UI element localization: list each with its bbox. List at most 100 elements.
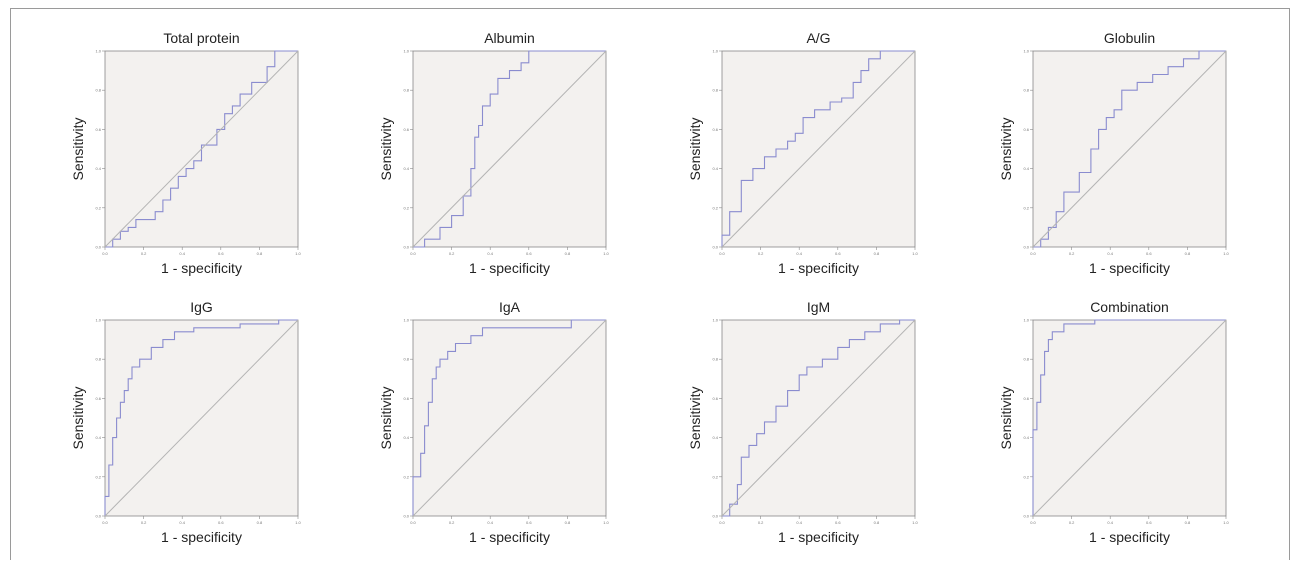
panel-4-x-tick-label: 0.4 xyxy=(1107,251,1113,256)
panel-1-y-tick-label: 1.0 xyxy=(95,49,101,54)
panel-8-roc-curve xyxy=(1032,319,1226,516)
panel-6-x-tick-label: 1.0 xyxy=(603,520,609,525)
panel-5-reference-line xyxy=(104,319,299,517)
panel-8-x-axis-label: 1 - specificity xyxy=(1089,529,1170,545)
panel-7-x-tick-label: 0.8 xyxy=(874,520,880,525)
panel-8-reference-line xyxy=(1032,319,1227,517)
panel-1-x-tick-label: 0.6 xyxy=(218,251,224,256)
panel-6-y-tick-label: 0.0 xyxy=(403,514,409,519)
panel-8-y-tick-label: 0.4 xyxy=(1023,435,1029,440)
panel-2-y-axis-label: Sensitivity xyxy=(378,117,394,180)
panel-3-x-tick-label: 0.6 xyxy=(835,251,841,256)
panel-7-reference-line xyxy=(721,319,916,517)
panel-4-x-tick-label: 0.6 xyxy=(1146,251,1152,256)
panel-5-y-tick-label: 0.8 xyxy=(95,357,101,362)
panel-2-x-tick-label: 0.4 xyxy=(487,251,493,256)
panel-2-x-tick-label: 0.6 xyxy=(526,251,532,256)
panel-5-y-tick-label: 0.2 xyxy=(95,474,101,479)
panel-6-x-tick-label: 0.0 xyxy=(410,520,416,525)
panel-8-y-tick-label: 0.0 xyxy=(1023,514,1029,519)
panel-5-x-tick-label: 0.0 xyxy=(102,520,108,525)
panel-4-x-tick-label: 0.0 xyxy=(1030,251,1036,256)
panel-7-y-tick-label: 0.4 xyxy=(712,435,718,440)
panel-1-x-tick-label: 1.0 xyxy=(295,251,301,256)
panel-3-x-tick-label: 0.2 xyxy=(758,251,764,256)
panel-2-y-tick-label: 0.8 xyxy=(403,88,409,93)
panel-4-y-tick-label: 0.4 xyxy=(1023,166,1029,171)
panel-3-x-tick-label: 0.4 xyxy=(796,251,802,256)
panel-5-x-axis-label: 1 - specificity xyxy=(161,529,242,545)
panel-5-x-tick-label: 0.8 xyxy=(257,520,263,525)
panel-6-x-axis-label: 1 - specificity xyxy=(469,529,550,545)
panel-1-x-tick-label: 0.0 xyxy=(102,251,108,256)
panel-8-x-tick-label: 0.0 xyxy=(1030,520,1036,525)
panel-3-y-tick-label: 0.8 xyxy=(712,88,718,93)
panel-3-x-tick-label: 0.0 xyxy=(719,251,725,256)
panel-1-reference-line xyxy=(104,50,299,248)
roc-figure: 0.0 0.0 0.2 0.2 0.4 0.4 0.6 0.6 0.8 0.8 1.0 1.0 Tota… xyxy=(10,8,1290,560)
panel-2-x-tick-label: 1.0 xyxy=(603,251,609,256)
panel-2-y-tick-label: 0.2 xyxy=(403,205,409,210)
panel-8-y-tick-label: 0.8 xyxy=(1023,357,1029,362)
panel-5-x-tick-label: 0.6 xyxy=(218,520,224,525)
panel-1-y-tick-label: 0.8 xyxy=(95,88,101,93)
panel-8-title: Combination xyxy=(1090,299,1169,315)
panel-4-reference-line xyxy=(1032,50,1227,248)
panel-1-x-tick-label: 0.4 xyxy=(179,251,185,256)
panel-4-roc-curve xyxy=(1033,50,1226,248)
panel-5-x-tick-label: 1.0 xyxy=(295,520,301,525)
panel-8-x-tick-label: 0.4 xyxy=(1107,520,1113,525)
panel-1-roc-curve xyxy=(105,50,298,248)
panel-2-y-tick-label: 1.0 xyxy=(403,49,409,54)
panel-6-x-tick-label: 0.8 xyxy=(565,520,571,525)
panel-7-y-tick-label: 0.0 xyxy=(712,514,718,519)
panel-6-x-tick-label: 0.4 xyxy=(487,520,493,525)
panel-3-y-tick-label: 0.6 xyxy=(712,127,718,132)
panel-2-y-tick-label: 0.0 xyxy=(403,245,409,250)
panel-7-roc-curve xyxy=(722,319,915,517)
panel-8-y-tick-label: 1.0 xyxy=(1023,318,1029,323)
panel-1-x-tick-label: 0.8 xyxy=(257,251,263,256)
panel-6-y-axis-label: Sensitivity xyxy=(378,386,394,449)
panel-4-y-tick-label: 0.8 xyxy=(1023,88,1029,93)
panel-4-x-tick-label: 0.8 xyxy=(1185,251,1191,256)
panel-7-y-tick-label: 0.2 xyxy=(712,474,718,479)
panel-1-title: Total protein xyxy=(163,30,239,46)
panel-7-x-tick-label: 0.4 xyxy=(796,520,802,525)
panel-5-y-tick-label: 0.6 xyxy=(95,396,101,401)
panel-5-y-axis-label: Sensitivity xyxy=(70,386,86,449)
panel-7-title: IgM xyxy=(807,299,830,315)
panel-6-title: IgA xyxy=(499,299,521,315)
panel-2-y-tick-label: 0.4 xyxy=(403,166,409,171)
panel-2-x-tick-label: 0.2 xyxy=(449,251,455,256)
panel-3-title: A/G xyxy=(806,30,830,46)
panel-7-y-tick-label: 0.6 xyxy=(712,396,718,401)
panel-4-y-tick-label: 0.2 xyxy=(1023,205,1029,210)
panel-7-y-tick-label: 0.8 xyxy=(712,357,718,362)
panel-4-title: Globulin xyxy=(1104,30,1155,46)
panel-7-x-tick-label: 0.2 xyxy=(758,520,764,525)
panel-6-y-tick-label: 0.4 xyxy=(403,435,409,440)
panel-5-y-tick-label: 0.0 xyxy=(95,514,101,519)
panel-2-x-axis-label: 1 - specificity xyxy=(469,260,550,276)
panel-7-y-axis-label: Sensitivity xyxy=(687,386,703,449)
panel-8-y-tick-label: 0.6 xyxy=(1023,396,1029,401)
roc-panels: 0.00.00.20.20.40.40.60.60.80.81.01.0Tota… xyxy=(70,30,1230,545)
panel-3-x-tick-label: 0.8 xyxy=(874,251,880,256)
panel-2-title: Albumin xyxy=(484,30,535,46)
panel-3-y-axis-label: Sensitivity xyxy=(687,117,703,180)
panel-6-x-tick-label: 0.6 xyxy=(526,520,532,525)
panel-3-reference-line xyxy=(721,50,916,248)
panel-2-x-tick-label: 0.0 xyxy=(410,251,416,256)
panel-6-y-tick-label: 1.0 xyxy=(403,318,409,323)
panel-4-y-axis-label: Sensitivity xyxy=(998,117,1014,180)
panel-3-y-tick-label: 0.2 xyxy=(712,205,718,210)
panel-6-reference-line xyxy=(412,319,607,517)
panel-2-x-tick-label: 0.8 xyxy=(565,251,571,256)
panel-8-x-tick-label: 1.0 xyxy=(1223,520,1229,525)
panel-8-y-tick-label: 0.2 xyxy=(1023,474,1029,479)
panel-2-roc-curve xyxy=(413,50,606,248)
panel-2-y-tick-label: 0.6 xyxy=(403,127,409,132)
panel-8-x-tick-label: 0.2 xyxy=(1069,520,1075,525)
panel-3-y-tick-label: 0.4 xyxy=(712,166,718,171)
